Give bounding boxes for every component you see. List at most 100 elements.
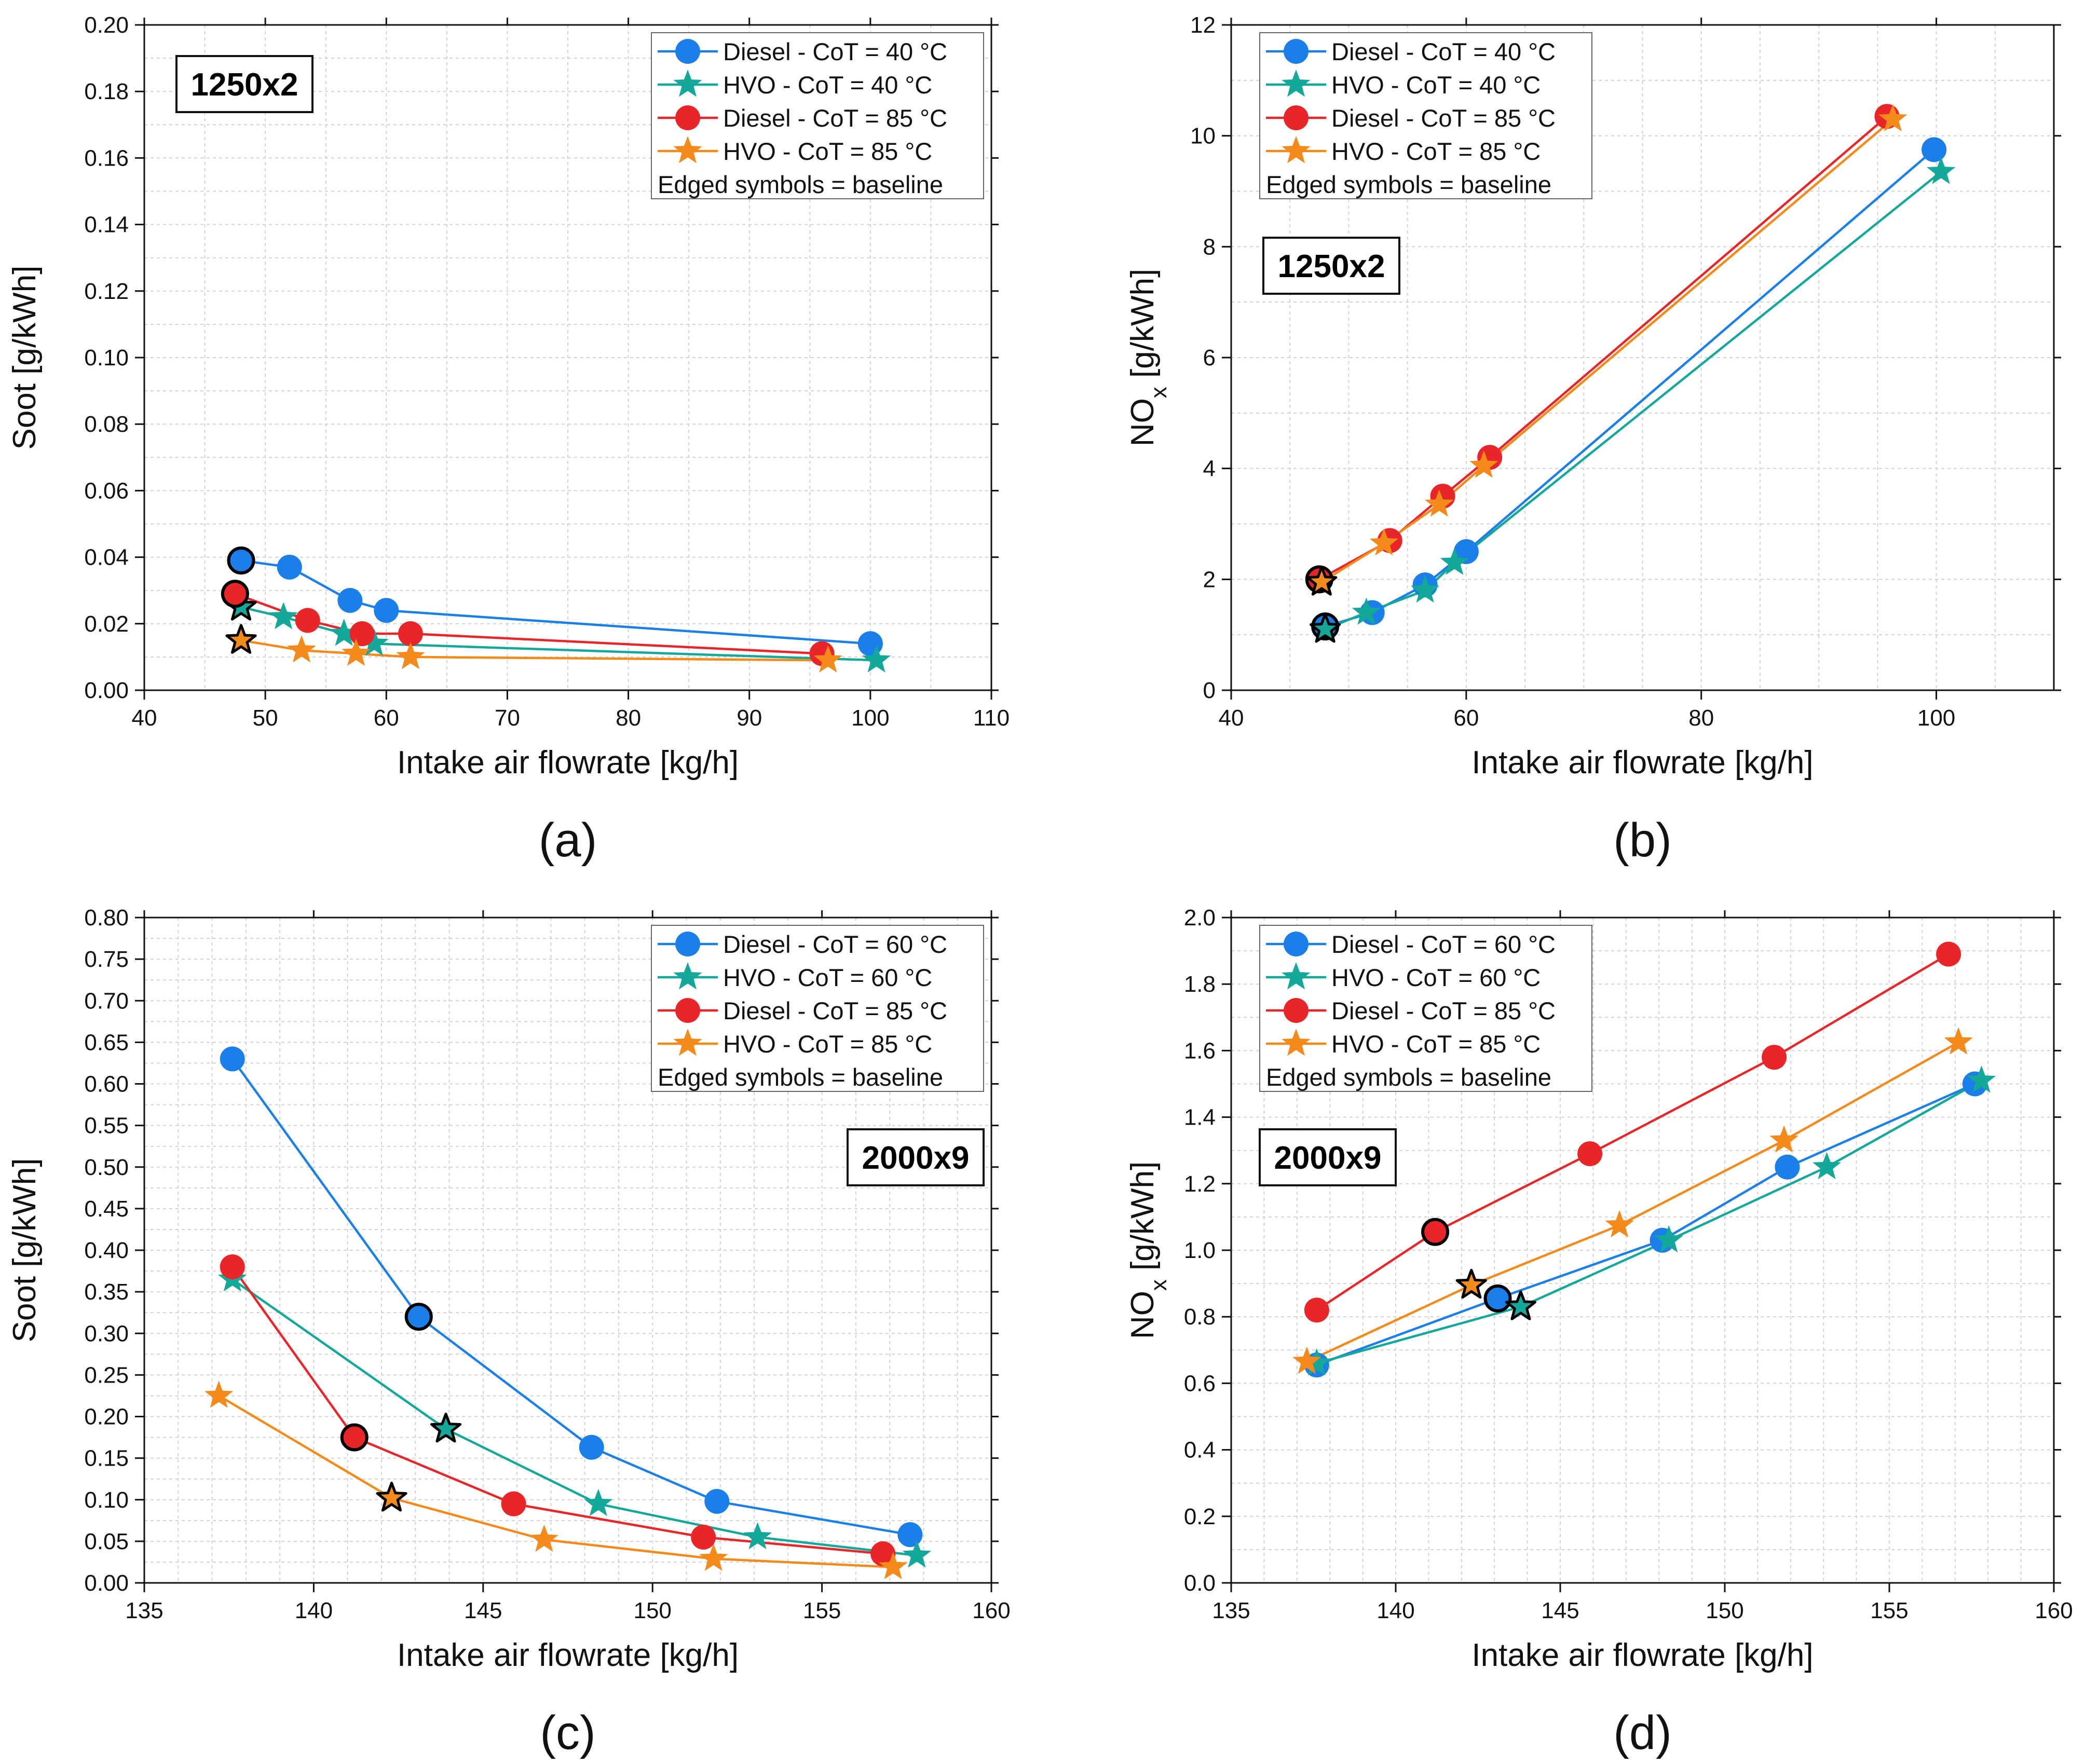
series-line-2 [1325, 171, 1942, 631]
y-tick-label: 0.04 [84, 545, 129, 570]
legend-marker-circle [675, 39, 700, 64]
data-point-circle [870, 1541, 896, 1566]
x-tick-label: 40 [132, 705, 157, 731]
y-tick-label: 0.30 [84, 1321, 129, 1346]
y-axis-title-unit: [g/kWh] [1125, 1161, 1161, 1279]
y-tick-label: 0.20 [84, 12, 129, 38]
data-point-star [902, 1540, 931, 1568]
data-point-circle [1421, 1218, 1450, 1246]
panel-label: (d) [1613, 1706, 1671, 1759]
legend-entry-label: Diesel - CoT = 60 °C [1331, 931, 1556, 958]
data-point-star [813, 645, 842, 673]
y-tick-label: 10 [1190, 124, 1216, 149]
data-point-star [1310, 613, 1341, 643]
chart-panel-4: 135 140 145 150 155 160 0.0 0.2 0.4 0.6 0.8 1.0 1.2 1… [1125, 905, 2073, 1759]
y-tick-label: 0.8 [1184, 1304, 1216, 1330]
y-tick-label: 0.80 [84, 905, 129, 931]
legend-entry-label: HVO - CoT = 85 °C [1331, 138, 1541, 165]
series-line-3 [235, 592, 822, 655]
panel-label: (b) [1613, 814, 1671, 867]
y-axis-title-main: Soot [g/kWh] [7, 1158, 43, 1343]
y-tick-label: 0.50 [84, 1155, 129, 1180]
data-point-star [1440, 548, 1469, 575]
data-point-circle [220, 1046, 245, 1072]
x-tick-label: 145 [1541, 1598, 1579, 1623]
data-point-star [584, 1488, 613, 1516]
y-tick-label: 1.6 [1184, 1038, 1216, 1063]
data-point-star [1302, 1348, 1331, 1376]
x-tick-label: 40 [1219, 705, 1244, 731]
legend-marker-star [1282, 962, 1311, 990]
x-tick-label: 155 [803, 1598, 841, 1623]
y-tick-label: 8 [1203, 234, 1216, 259]
data-point-star [1505, 1290, 1536, 1320]
legend: Diesel - CoT = 40 °C HVO - CoT = 40 °C Die… [1259, 32, 1592, 199]
y-tick-label: 0.15 [84, 1446, 129, 1471]
x-tick-label: 140 [1377, 1598, 1414, 1623]
data-point-star [1425, 489, 1454, 517]
x-tick-label: 160 [2035, 1598, 2073, 1623]
x-tick-label: 60 [374, 705, 399, 731]
y-tick-label: 0.70 [84, 988, 129, 1014]
data-point-star [879, 1552, 908, 1579]
y-axis-title-subscript: x [1146, 387, 1171, 398]
data-point-star [743, 1522, 772, 1550]
legend-marker-star [1282, 136, 1311, 163]
series-line-1 [1316, 1083, 1975, 1366]
data-point-star [287, 635, 316, 663]
y-tick-label: 0.02 [84, 611, 129, 637]
y-axis-title-subscript: x [1146, 1279, 1171, 1291]
legend-box [1259, 32, 1592, 199]
data-point-star [1455, 1268, 1487, 1299]
data-point-circle [1762, 1045, 1787, 1070]
series-line-3 [231, 1266, 883, 1555]
y-tick-label: 2.0 [1184, 905, 1216, 931]
legend-entry-label: Diesel - CoT = 85 °C [723, 997, 947, 1024]
x-tick-label: 90 [737, 705, 762, 731]
legend: Diesel - CoT = 40 °C HVO - CoT = 40 °C Die… [651, 32, 984, 199]
legend: Diesel - CoT = 60 °C HVO - CoT = 60 °C Die… [1259, 925, 1592, 1092]
data-point-circle [398, 621, 423, 647]
data-point-star [1605, 1210, 1634, 1238]
data-point-star [225, 624, 257, 654]
legend-note: Edged symbols = baseline [1266, 171, 1551, 198]
y-tick-label: 0.08 [84, 412, 129, 437]
x-axis-title: Intake air flowrate [kg/h] [1471, 745, 1813, 781]
data-point-circle [1922, 137, 1947, 162]
y-axis-title: Soot [g/kWh] [7, 1158, 43, 1343]
y-tick-label: 4 [1203, 456, 1216, 482]
legend-marker-circle [1284, 932, 1309, 956]
data-point-star [1369, 528, 1398, 556]
x-tick-label: 100 [851, 705, 889, 731]
x-axis-title: Intake air flowrate [kg/h] [397, 1637, 739, 1673]
y-tick-label: 1.4 [1184, 1105, 1216, 1130]
y-axis-title-main: NO [1125, 1291, 1161, 1339]
legend-entry-label: Diesel - CoT = 40 °C [723, 38, 947, 65]
y-axis-title: NOx [g/kWh] [1125, 269, 1171, 446]
y-tick-label: 2 [1203, 567, 1216, 592]
data-point-star [1654, 1225, 1683, 1253]
legend-entry-label: Diesel - CoT = 60 °C [723, 931, 947, 958]
y-tick-label: 0.12 [84, 279, 129, 304]
data-point-circle [295, 608, 320, 633]
x-axis-title: Intake air flowrate [kg/h] [1471, 1637, 1813, 1673]
y-tick-label: 0.06 [84, 478, 129, 503]
panel-label: (c) [540, 1706, 595, 1759]
data-point-circle [374, 598, 399, 623]
legend-marker-star [673, 70, 702, 97]
data-point-star [862, 645, 891, 673]
x-tick-label: 160 [972, 1598, 1010, 1623]
data-point-circle [579, 1434, 604, 1460]
y-axis-title: Soot [g/kWh] [7, 266, 43, 450]
y-tick-label: 0.6 [1184, 1371, 1216, 1396]
data-point-circle [337, 587, 363, 613]
data-point-star [1769, 1125, 1798, 1153]
legend-box [651, 925, 984, 1092]
legend-box [1259, 925, 1592, 1092]
chart-panel-1: 40 50 60 70 80 90 100 110 0.00 0.02 0.04 0.06 0.08 0.… [7, 12, 1010, 867]
x-tick-label: 135 [1212, 1598, 1250, 1623]
legend-entry-label: Diesel - CoT = 85 °C [1331, 104, 1556, 132]
y-tick-label: 0.60 [84, 1072, 129, 1097]
data-point-circle [1304, 1297, 1329, 1323]
